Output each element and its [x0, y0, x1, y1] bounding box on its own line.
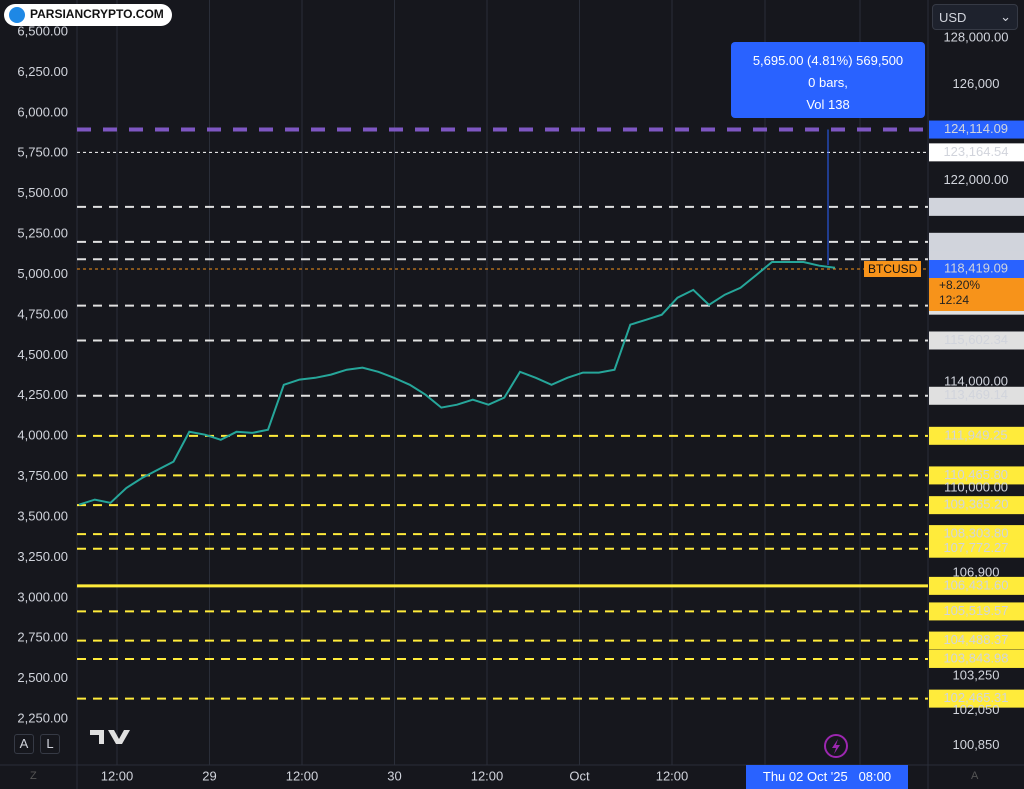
- corner-left: Z: [30, 770, 37, 782]
- level-tag: [929, 649, 1024, 668]
- level-tag: [929, 539, 1024, 558]
- y2-tick-label: 6,500.00: [17, 23, 68, 38]
- x-tick-label: 30: [387, 768, 401, 783]
- y2-tick-label: 4,000.00: [17, 428, 68, 443]
- y2-tick-label: 6,000.00: [17, 104, 68, 119]
- level-label: 105,519.57: [943, 603, 1008, 618]
- y2-tick-label: 4,750.00: [17, 306, 68, 321]
- level-label: 113,469.14: [944, 387, 1008, 402]
- currency-select[interactable]: USD ⌄: [932, 4, 1018, 30]
- price-line: [78, 261, 836, 506]
- lightning-bolt: [832, 739, 840, 754]
- y2-tick-label: 3,250.00: [17, 549, 68, 564]
- level-tag: [929, 331, 1024, 350]
- tv-logo: [90, 730, 130, 744]
- change-label: +8.20%: [939, 278, 981, 292]
- level-tag: [929, 232, 1024, 251]
- auto-scale-button[interactable]: A: [14, 734, 34, 754]
- x-tick-label: 12:00: [101, 768, 134, 783]
- y2-tick-label: 5,000.00: [17, 266, 68, 281]
- level-tag: [929, 197, 1024, 216]
- level-label: 118,419.09: [944, 260, 1008, 275]
- level-label: 115,602.34: [944, 332, 1008, 347]
- measure-tooltip: 5,695.00 (4.81%) 569,500 0 bars, Vol 138: [731, 42, 925, 118]
- tooltip-line: 5,695.00 (4.81%) 569,500: [752, 53, 904, 68]
- y2-tick-label: 5,500.00: [17, 185, 68, 200]
- y2-tick-label: 4,250.00: [17, 387, 68, 402]
- y-tick-label: 103,250: [953, 667, 1000, 682]
- logo-icon: [9, 7, 25, 23]
- x-tick-label: 12:00: [286, 768, 319, 783]
- level-tag: [929, 386, 1024, 405]
- currency-label: USD: [939, 10, 967, 25]
- countdown-label: 12:24: [939, 293, 970, 307]
- level-tag: [929, 426, 1024, 445]
- level-label: 102,465.31: [943, 690, 1008, 705]
- y2-tick-label: 3,500.00: [17, 508, 68, 523]
- corner-right: A: [971, 770, 979, 782]
- level-tag: [929, 120, 1024, 139]
- y-tick-label: 126,000: [953, 76, 1000, 91]
- log-scale-button[interactable]: L: [40, 734, 60, 754]
- logo-text: PARSIANCRYPTO.COM: [30, 7, 164, 21]
- y2-tick-label: 5,250.00: [17, 226, 68, 241]
- logo: PARSIANCRYPTO.COM: [4, 4, 172, 26]
- y-tick-label: 122,000.00: [943, 172, 1008, 187]
- lightning-icon[interactable]: [824, 734, 848, 758]
- level-tag: [929, 496, 1024, 515]
- level-tag: [929, 143, 1024, 162]
- symbol-tag: BTCUSD: [864, 261, 922, 277]
- x-tick-label: 29: [202, 768, 216, 783]
- level-label: 110,465.80: [944, 467, 1008, 482]
- y-tick-label: 114,000.00: [944, 373, 1008, 388]
- x-tick-label: 12:00: [471, 768, 504, 783]
- level-tag: [929, 689, 1024, 708]
- y2-tick-label: 2,500.00: [17, 670, 68, 685]
- y2-tick-label: 2,750.00: [17, 630, 68, 645]
- y2-tick-label: 3,750.00: [17, 468, 68, 483]
- level-label: 103,843.98: [943, 650, 1008, 665]
- y2-tick-label: 6,250.00: [17, 64, 68, 79]
- tooltip-line: Vol 138: [806, 97, 850, 112]
- level-label: 123,164.54: [943, 144, 1008, 159]
- level-label: 111,949.25: [944, 427, 1007, 442]
- y2-tick-label: 5,750.00: [17, 145, 68, 160]
- level-tag: [929, 631, 1024, 650]
- y-tick-label: 102,050: [953, 702, 1000, 717]
- dropdown-arrow: ⌄: [1000, 9, 1011, 24]
- y-tick-label: 128,000.00: [943, 29, 1008, 44]
- change-box: +8.20% 12:24: [929, 278, 1024, 311]
- level-label: 108,303.80: [943, 526, 1008, 541]
- x-tick-label: Oct: [569, 768, 590, 783]
- level-label: 124,114.09: [944, 121, 1008, 136]
- y2-tick-label: 3,000.00: [17, 589, 68, 604]
- level-label: 104,488.37: [943, 632, 1008, 647]
- level-tag: [929, 466, 1024, 485]
- level-tag: [929, 576, 1024, 595]
- level-label: 109,365.20: [943, 497, 1008, 512]
- crosshair-time-label: Thu 02 Oct '25 08:00: [746, 765, 908, 789]
- x-tick-label: 12:00: [656, 768, 689, 783]
- y-tick-label: 106,900: [953, 564, 1000, 579]
- level-label: 106,431.60: [943, 577, 1008, 592]
- level-label: 120,923.78: [943, 198, 1008, 213]
- level-tag: [929, 525, 1024, 544]
- y-tick-label: 110,000.00: [944, 479, 1008, 494]
- level-label: 107,772.27: [943, 540, 1008, 555]
- y2-tick-label: 4,500.00: [17, 347, 68, 362]
- tooltip-line: 0 bars,: [808, 75, 848, 90]
- y2-tick-label: 2,250.00: [17, 711, 68, 726]
- y-tick-label: 100,850: [953, 737, 1000, 752]
- level-label: 119,508.75: [944, 233, 1008, 248]
- level-tag: [929, 602, 1024, 621]
- level-tag: [929, 260, 1024, 279]
